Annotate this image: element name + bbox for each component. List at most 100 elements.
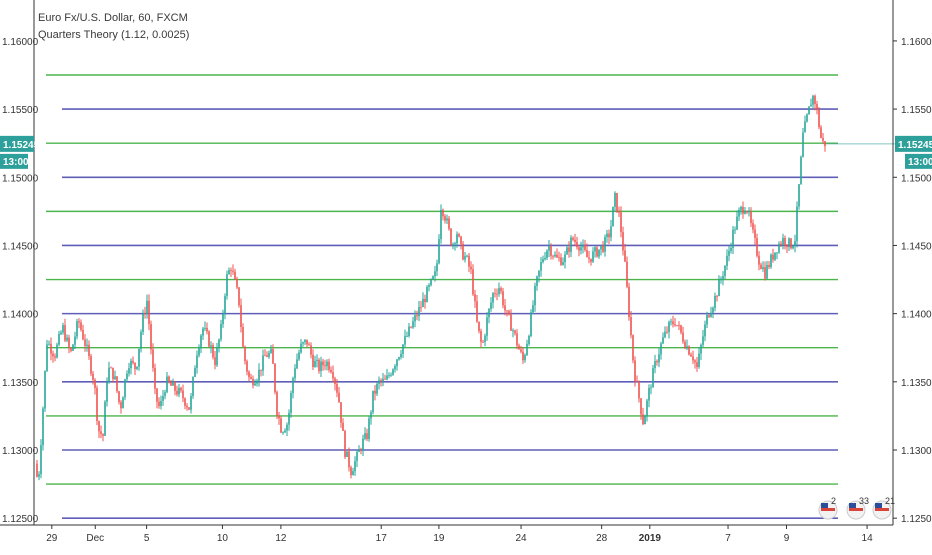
candle-body <box>214 357 216 366</box>
candle-body <box>42 408 44 446</box>
candle-body <box>534 285 536 306</box>
candle-body <box>718 279 720 297</box>
last-time-box <box>905 153 932 169</box>
candle-body <box>336 384 338 393</box>
candle-body <box>206 327 208 332</box>
y-tick-label-left: 1.13000 <box>2 446 39 457</box>
candle-body <box>382 378 384 382</box>
candle-body <box>266 355 268 357</box>
candle-body <box>346 451 348 457</box>
candle-body <box>412 321 414 328</box>
candle-body <box>600 245 602 250</box>
candle-body <box>232 270 234 272</box>
candle-body <box>808 106 810 115</box>
candle-body <box>44 370 46 409</box>
candle-body <box>634 360 636 381</box>
candle-body <box>276 392 278 416</box>
candle-body <box>176 390 178 395</box>
candle-body <box>824 141 826 147</box>
x-tick-label: 19 <box>433 533 445 544</box>
candle-body <box>148 300 150 325</box>
candle-body <box>440 209 442 240</box>
candle-body <box>306 339 308 345</box>
candle-body <box>526 343 528 356</box>
candle-body <box>450 228 452 246</box>
candle-body <box>516 333 518 346</box>
candle-body <box>588 257 590 259</box>
candle-body <box>618 211 620 213</box>
candle-body <box>360 449 362 451</box>
candle-body <box>48 343 50 345</box>
candle-body <box>262 355 264 371</box>
candle-body <box>224 296 226 314</box>
candle-body <box>812 95 814 105</box>
candle-body <box>338 392 340 403</box>
candle-body <box>750 211 752 224</box>
candle-body <box>256 380 258 384</box>
candle-body <box>366 433 368 440</box>
candle-body <box>490 302 492 309</box>
candle-body <box>252 378 254 386</box>
candle-body <box>344 430 346 457</box>
candle-body <box>300 343 302 353</box>
candle-body <box>728 250 730 256</box>
badge-count: 21 <box>885 496 895 506</box>
candle-body <box>396 359 398 366</box>
candle-body <box>614 192 616 207</box>
candle-body <box>80 322 82 330</box>
candle-body <box>142 313 144 333</box>
candle-body <box>216 347 218 366</box>
candle-body <box>422 298 424 308</box>
candle-body <box>776 252 778 254</box>
x-tick-label: 10 <box>217 533 229 544</box>
candle-body <box>572 237 574 240</box>
candle-body <box>430 279 432 286</box>
x-tick-label: 7 <box>725 533 731 544</box>
candle-body <box>772 254 774 260</box>
candle-body <box>432 276 434 280</box>
candle-body <box>352 471 354 476</box>
candle-body <box>398 357 400 360</box>
candle-body <box>756 238 758 256</box>
candle-body <box>310 345 312 355</box>
candle-body <box>268 352 270 357</box>
candle-body <box>372 390 374 413</box>
candle-body <box>160 400 162 407</box>
candle-body <box>568 247 570 252</box>
candle-body <box>530 312 532 336</box>
candle-body <box>660 343 662 355</box>
candle-body <box>402 344 404 354</box>
candles <box>36 94 826 481</box>
candle-body <box>152 349 154 368</box>
indicator-label: Quarters Theory (1.12, 0.0025) <box>38 29 190 41</box>
candle-body <box>384 378 386 380</box>
candle-body <box>500 288 502 292</box>
candle-body <box>400 353 402 358</box>
candle-body <box>218 339 220 348</box>
candle-body <box>38 474 40 477</box>
candle-body <box>786 244 788 248</box>
candle-body <box>702 336 704 345</box>
candle-body <box>714 296 716 308</box>
candle-body <box>796 206 798 242</box>
candle-body <box>800 156 802 185</box>
last-time-label: 13:00 <box>3 157 29 168</box>
candle-body <box>428 285 430 287</box>
candle-body <box>486 317 488 336</box>
candle-body <box>130 360 132 369</box>
candle-body <box>76 321 78 337</box>
candle-body <box>168 376 170 383</box>
candle-body <box>442 209 444 217</box>
candle-body <box>356 451 358 462</box>
badge-count: 33 <box>859 496 869 506</box>
candle-body <box>480 331 482 342</box>
candle-body <box>782 237 784 245</box>
y-tick-label-right: 1.16000 <box>901 37 932 48</box>
candle-body <box>94 379 96 388</box>
candle-body <box>770 254 772 267</box>
candle-body <box>56 344 58 358</box>
candle-body <box>498 288 500 295</box>
candle-body <box>280 418 282 433</box>
candle-body <box>790 238 792 249</box>
